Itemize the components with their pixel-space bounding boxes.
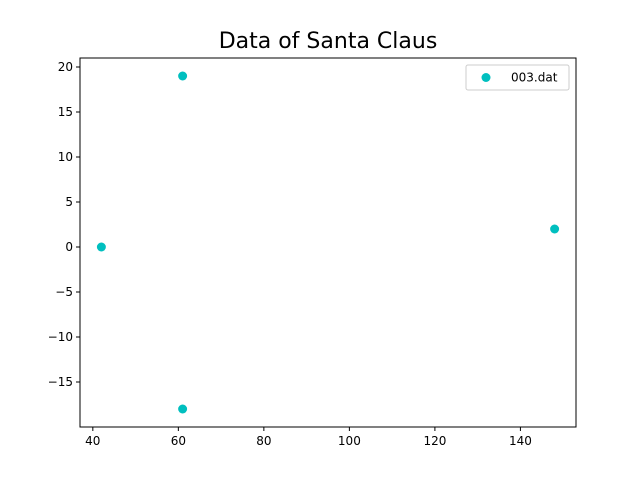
data-point (178, 71, 188, 81)
y-tick-label: 20 (58, 60, 73, 74)
data-point (96, 242, 106, 252)
x-tick-label: 100 (338, 434, 361, 448)
y-tick-label: −5 (55, 285, 73, 299)
y-tick-label: 0 (65, 240, 73, 254)
plot-area (79, 57, 577, 428)
y-axis: −15 −10 −5 0 5 10 15 20 (48, 60, 80, 389)
x-tick-label: 40 (85, 434, 100, 448)
x-tick-label: 120 (423, 434, 446, 448)
x-tick-label: 60 (171, 434, 186, 448)
data-point (550, 224, 560, 234)
x-tick-label: 80 (256, 434, 271, 448)
legend: 003.dat (465, 64, 570, 91)
y-tick-label: 10 (58, 150, 73, 164)
legend-label: 003.dat (511, 71, 558, 85)
x-axis: 40 60 80 100 120 140 (85, 427, 532, 448)
y-tick-label: −15 (48, 375, 73, 389)
y-tick-label: −10 (48, 330, 73, 344)
y-tick-label: 15 (58, 105, 73, 119)
data-points (96, 71, 560, 414)
chart-title: Data of Santa Claus (219, 29, 438, 54)
legend-marker (481, 73, 491, 82)
x-tick-label: 140 (509, 434, 532, 448)
legend-box (465, 64, 570, 91)
data-point (178, 404, 188, 414)
y-tick-label: 5 (65, 195, 73, 209)
